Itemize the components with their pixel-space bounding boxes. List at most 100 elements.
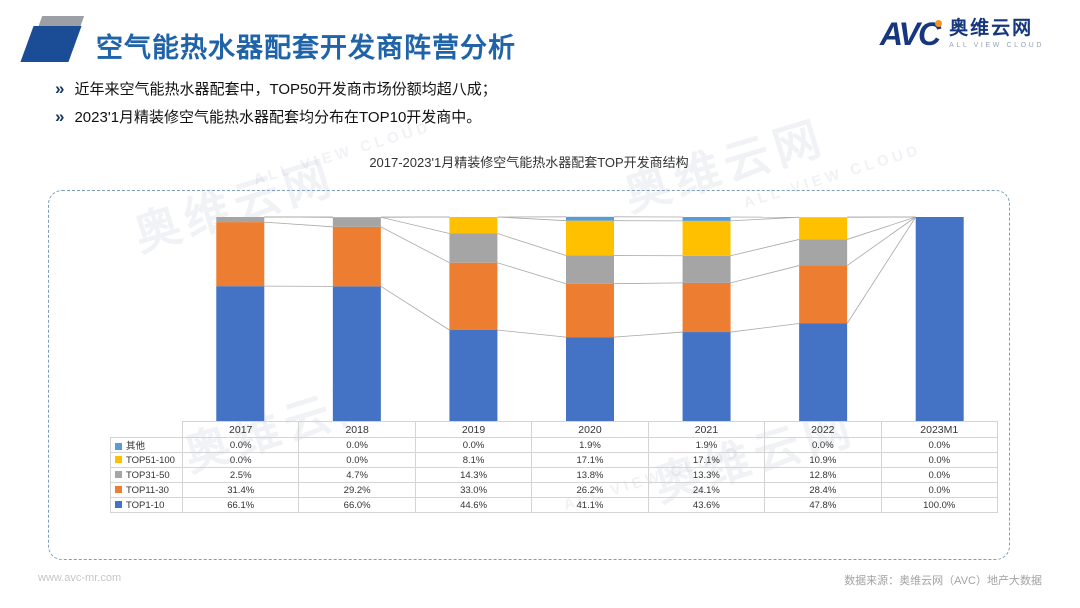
table-year-header: 2018 [298, 421, 416, 438]
bullet-text: 近年来空气能热水器配套中，TOP50开发商市场份额均超八成； [74, 81, 497, 98]
logo-blue-shape [20, 26, 82, 62]
series-connector-line [846, 216, 917, 324]
bar-segment-TOP31-50 [449, 233, 498, 263]
bullet-arrow-icon: » [55, 79, 65, 98]
table-value-cell: 1.9% [531, 437, 649, 453]
table-value-cell: 1.9% [647, 437, 766, 453]
table-value-cell: 100.0% [880, 497, 999, 513]
bar-segment-TOP11-30 [449, 262, 498, 331]
bar-segment-其他 [565, 216, 614, 221]
legend-swatch-icon [115, 442, 122, 450]
legend-label: TOP1-10 [110, 497, 183, 513]
bar-segment-TOP1-10 [682, 332, 731, 421]
table-year-header: 2019 [414, 421, 533, 438]
series-connector-line [730, 216, 800, 222]
series-connector-line [613, 282, 683, 285]
table-year-header: 2022 [764, 421, 882, 438]
bar-segment-TOP31-50 [565, 255, 614, 284]
table-value-cell: 12.8% [764, 467, 882, 483]
series-connector-line [380, 286, 450, 331]
legend-swatch-icon [115, 456, 122, 464]
legend-swatch-icon [115, 486, 122, 494]
avc-name-cn: 奥维云网 [949, 18, 1034, 40]
table-value-cell: 66.0% [298, 497, 416, 513]
series-connector-line [730, 265, 800, 284]
table-value-cell: 26.2% [531, 482, 649, 498]
bar-segment-TOP11-30 [799, 265, 848, 324]
series-connector-line [497, 216, 567, 222]
series-connector-line [846, 216, 916, 266]
table-value-cell: 0.0% [181, 452, 300, 468]
legend-swatch-icon [115, 471, 122, 479]
page-title: 空气能热水器配套开发商阵营分析 [96, 33, 516, 63]
series-connector-line [380, 226, 450, 264]
table-value-cell: 0.0% [298, 437, 416, 453]
table-value-cell: 43.6% [647, 497, 766, 513]
table-year-header: 2020 [531, 421, 649, 438]
bar-segment-TOP1-10 [216, 286, 265, 421]
series-connector-line [730, 323, 800, 333]
table-value-cell: 17.1% [647, 452, 766, 468]
series-connector-line [613, 331, 683, 338]
avc-orange-dot-icon [935, 20, 943, 27]
summary-bullets: » 近年来空气能热水器配套中，TOP50开发商市场份额均超八成； » 2023'… [55, 79, 497, 135]
bar-segment-TOP31-50 [799, 239, 848, 266]
bar-segment-TOP31-50 [682, 255, 731, 283]
chart-data-table: 2017 2018 2019 2020 2021 2022 2023M1 其他 0.0% 0.0%… [110, 421, 999, 513]
stacked-bar-chart [216, 216, 964, 421]
series-connector-line [380, 216, 450, 234]
table-value-cell: 0.0% [880, 482, 999, 498]
table-value-cell: 0.0% [880, 437, 999, 453]
chart-title: 2017-2023'1月精装修空气能热水器配套TOP开发商结构 [369, 155, 689, 170]
table-value-cell: 28.4% [764, 482, 882, 498]
legend-label: 其他 [110, 437, 183, 453]
bar-segment-TOP51-100 [682, 220, 731, 256]
table-value-cell: 10.9% [764, 452, 882, 468]
table-value-cell: 47.8% [764, 497, 882, 513]
table-value-cell: 31.4% [181, 482, 300, 498]
series-connector-line [497, 233, 567, 256]
bar-segment-TOP1-10 [449, 330, 498, 421]
table-value-cell: 0.0% [181, 437, 300, 453]
series-connector-line [847, 216, 916, 240]
table-row-TOP11-30: TOP11-30 31.4% 29.2% 33.0% 26.2% 24.1% 28.4% 0.… [110, 482, 999, 498]
bar-segment-TOP51-100 [799, 217, 848, 240]
avc-name-en: ALL VIEW CLOUD [949, 41, 1044, 49]
series-connector-line [497, 329, 567, 338]
table-value-cell: 0.0% [298, 452, 416, 468]
bar-segment-TOP11-30 [216, 222, 265, 287]
bar-segment-TOP31-50 [332, 217, 381, 227]
table-value-cell: 0.0% [880, 467, 999, 483]
table-value-cell: 0.0% [880, 452, 999, 468]
series-connector-line [497, 262, 567, 285]
table-year-header: 2023M1 [880, 421, 999, 438]
data-source-note: 数据来源：奥维云网（AVC）地产大数据 [844, 575, 1042, 587]
table-value-cell: 0.0% [414, 437, 533, 453]
bar-segment-TOP1-10 [332, 286, 381, 421]
bar-segment-TOP1-10 [565, 337, 614, 421]
avc-wordmark: AVC [879, 16, 943, 52]
table-value-cell: 41.1% [531, 497, 649, 513]
legend-label: TOP51-100 [110, 452, 183, 468]
avc-brand-logo: AVC 奥维云网 ALL VIEW CLOUD [880, 18, 1044, 50]
table-row-TOP1-10: TOP1-10 66.1% 66.0% 44.6% 41.1% 43.6% 47.8% 100… [110, 497, 999, 513]
website-url: www.avc-mr.com [38, 572, 122, 584]
legend-label: TOP11-30 [110, 482, 183, 498]
series-connector-line [264, 221, 333, 228]
table-value-cell: 29.2% [298, 482, 416, 498]
legend-label: TOP31-50 [110, 467, 183, 483]
table-value-cell: 8.1% [414, 452, 533, 468]
legend-swatch-icon [115, 501, 122, 509]
bar-segment-TOP11-30 [332, 226, 381, 287]
bar-segment-TOP51-100 [449, 217, 498, 234]
title-parallelogram-logo [14, 14, 90, 64]
bar-segment-TOP31-50 [216, 217, 265, 223]
avc-letters: AVC [879, 16, 941, 52]
series-connector-line [730, 239, 800, 257]
bullet-item: » 2023'1月精装修空气能热水器配套均分布在TOP10开发商中。 [55, 107, 497, 135]
table-value-cell: 13.3% [647, 467, 766, 483]
table-header-row: 2017 2018 2019 2020 2021 2022 2023M1 [110, 421, 999, 438]
table-value-cell: 24.1% [647, 482, 766, 498]
table-value-cell: 13.8% [531, 467, 649, 483]
